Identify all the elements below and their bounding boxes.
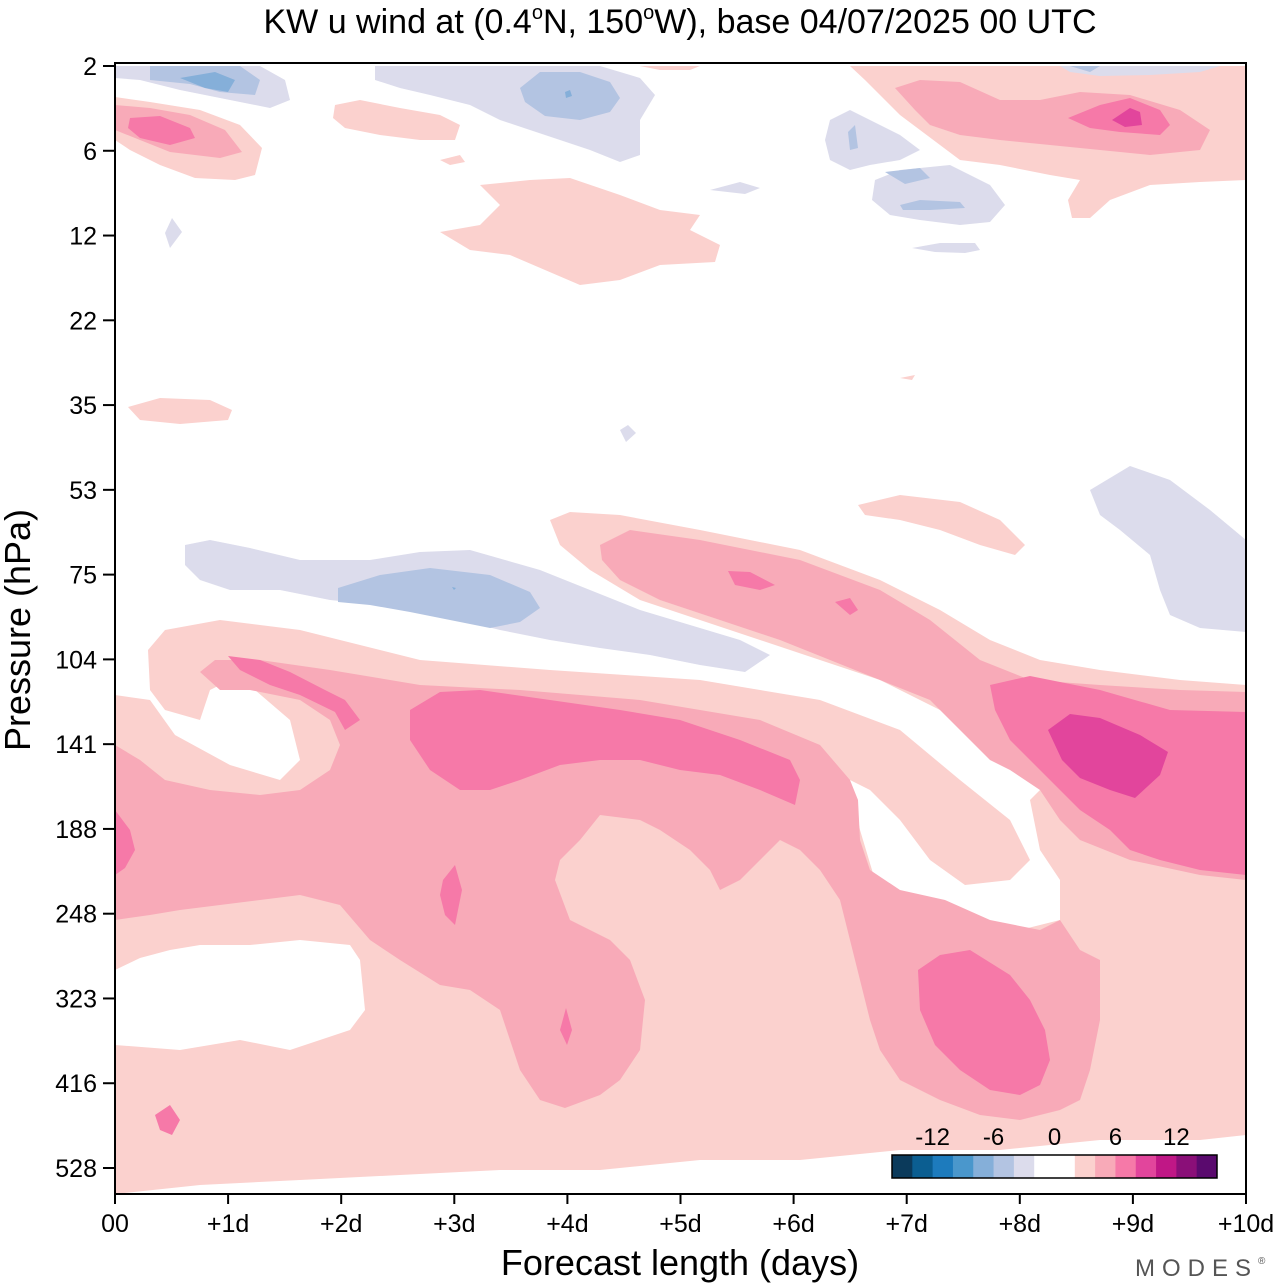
contour-fill xyxy=(1048,108,1168,798)
colorbar-cell xyxy=(993,1155,1015,1178)
y-axis: 2 6 12 22 35 53 75 104 141 188 248 323 416 528 xyxy=(55,53,115,1183)
x-axis-label: Forecast length (days) xyxy=(501,1242,859,1283)
colorbar-cell xyxy=(932,1155,954,1178)
colorbar-label: 12 xyxy=(1163,1124,1190,1151)
colorbar-label: -6 xyxy=(983,1124,1004,1151)
y-tick-label: 416 xyxy=(55,1070,97,1098)
contour-level-8 xyxy=(1048,108,1168,798)
x-axis: 00 +1d +2d +3d +4d +5d +6d +7d +8d +9d +10d xyxy=(101,1194,1274,1238)
colorbar-cell xyxy=(1115,1155,1137,1178)
colorbar-label: -12 xyxy=(915,1124,950,1151)
x-tick-label: +9d xyxy=(1112,1210,1154,1238)
colorbar-cell xyxy=(1074,1155,1096,1178)
colorbar-cell xyxy=(1034,1155,1055,1178)
colorbar-cell xyxy=(952,1155,974,1178)
chart-title: KW u wind at (0.4oN, 150oW), base 04/07/… xyxy=(263,2,1096,41)
colorbar-cell xyxy=(1135,1155,1157,1178)
x-tick-label: +6d xyxy=(772,1210,814,1238)
x-tick-label: +5d xyxy=(659,1210,701,1238)
y-tick-label: 323 xyxy=(55,985,97,1013)
colorbar-cell xyxy=(912,1155,934,1178)
x-tick-label: 00 xyxy=(101,1210,129,1238)
y-tick-label: 22 xyxy=(69,307,97,335)
colorbar-label: 6 xyxy=(1109,1124,1122,1151)
colorbar-frame xyxy=(891,1154,1218,1179)
y-tick-label: 528 xyxy=(55,1155,97,1183)
x-tick-label: +7d xyxy=(885,1210,927,1238)
y-axis-label: Pressure (hPa) xyxy=(0,509,38,751)
colorbar: -12 -6 0 6 12 xyxy=(891,1124,1218,1179)
contour-level-neg2 xyxy=(115,66,1246,672)
contour-level-4 xyxy=(115,80,1246,1120)
colorbar-cell xyxy=(1196,1155,1218,1178)
x-tick-label: +1d xyxy=(207,1210,249,1238)
y-tick-label: 188 xyxy=(55,816,97,844)
y-tick-label: 35 xyxy=(69,392,97,420)
x-tick-label: +3d xyxy=(433,1210,475,1238)
contour-fill xyxy=(115,80,1246,1120)
colorbar-label: 0 xyxy=(1048,1124,1061,1151)
y-tick-label: 75 xyxy=(69,562,97,590)
colorbar-cell xyxy=(1095,1155,1116,1178)
y-tick-label: 248 xyxy=(55,901,97,929)
x-tick-label: +8d xyxy=(999,1210,1041,1238)
x-tick-label: +2d xyxy=(320,1210,362,1238)
colorbar-cell xyxy=(892,1155,913,1178)
y-tick-label: 141 xyxy=(55,731,97,759)
plot-area xyxy=(115,63,1246,1194)
x-tick-label: +10d xyxy=(1218,1210,1274,1238)
y-tick-label: 2 xyxy=(83,53,97,81)
colorbar-cell xyxy=(1054,1155,1076,1178)
colorbar-cell xyxy=(1013,1155,1035,1178)
y-tick-label: 104 xyxy=(55,646,97,674)
y-tick-label: 53 xyxy=(69,477,97,505)
y-tick-label: 6 xyxy=(83,138,97,166)
colorbar-cell xyxy=(1156,1155,1177,1178)
x-tick-label: +4d xyxy=(546,1210,588,1238)
y-tick-label: 12 xyxy=(69,223,97,251)
colorbar-cell xyxy=(973,1155,995,1178)
colorbar-cell xyxy=(1176,1155,1198,1178)
watermark: MODES® xyxy=(1135,1255,1272,1282)
contour-fill xyxy=(115,66,1246,672)
